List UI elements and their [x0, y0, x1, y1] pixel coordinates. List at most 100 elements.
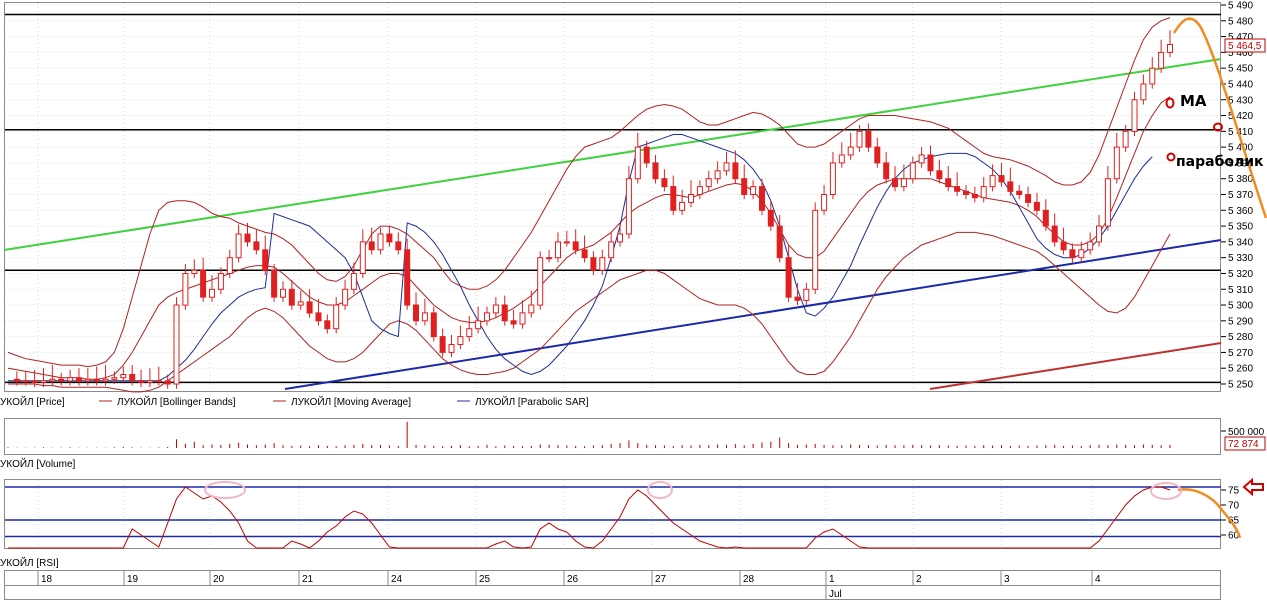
candle-up: [1104, 178, 1111, 227]
candle-down: [865, 130, 872, 148]
candle-down: [501, 304, 508, 322]
candle-down: [58, 378, 65, 382]
candles: [13, 30, 1173, 389]
candle-up: [608, 241, 615, 259]
candle-up: [111, 377, 118, 380]
sar-marker-icon: [1166, 152, 1176, 162]
price-tick-label: 5 430: [1228, 95, 1253, 106]
candle-down: [138, 380, 145, 383]
candle-up: [1113, 146, 1120, 180]
ma-marker-icon: [1165, 97, 1175, 109]
price-tick-label: 5 460: [1228, 48, 1253, 59]
candle-down: [315, 312, 322, 322]
candle-up: [1078, 249, 1085, 259]
candle-down: [288, 288, 295, 306]
candle-down: [954, 186, 961, 192]
candle-up: [829, 162, 836, 195]
candle-up: [856, 130, 863, 148]
candle-up: [40, 380, 47, 383]
annotations: MA параболик: [204, 17, 1267, 539]
candle-down: [306, 301, 313, 314]
candle-up: [217, 273, 224, 290]
bollinger-upper-line: [7, 17, 1171, 368]
candle-down: [883, 162, 890, 180]
candle-down: [76, 377, 82, 382]
candle-up: [1149, 67, 1156, 85]
candle-down: [776, 225, 783, 259]
candle-up: [714, 170, 721, 180]
candle-down: [93, 378, 100, 382]
candle-down: [1051, 225, 1058, 243]
legend-bb-label: ЛУКОЙЛ [Bollinger Bands]: [117, 395, 236, 408]
candle-up: [1167, 44, 1173, 53]
candle-down: [324, 320, 331, 330]
candle-up: [679, 201, 686, 211]
grid: [5, 3, 1220, 548]
candle-down: [741, 178, 748, 195]
candle-up: [120, 374, 127, 379]
price-tick-label: 5 440: [1228, 80, 1253, 91]
price-tick-label: 5 420: [1228, 111, 1253, 122]
candle-up: [448, 344, 455, 353]
candle-down: [661, 178, 668, 188]
date-tick-label: 2: [916, 574, 922, 585]
date-tick-label: 1: [829, 574, 835, 585]
candle-down: [1069, 249, 1076, 259]
candle-up: [155, 380, 162, 383]
date-tick-label: 4: [1095, 574, 1101, 585]
candle-down: [1033, 201, 1040, 211]
price-tick-label: 5 300: [1228, 301, 1253, 312]
candle-down: [732, 162, 739, 180]
candle-up: [333, 304, 340, 330]
resistance-trendline: [3, 58, 1222, 251]
candle-up: [838, 154, 845, 164]
candle-up: [599, 257, 606, 271]
rsi-y-axis: 75 70 65 60: [1221, 486, 1240, 542]
date-tick-label: 28: [743, 574, 755, 585]
candle-up: [421, 312, 428, 322]
candle-up: [989, 175, 996, 188]
candle-up: [519, 312, 526, 325]
legend-ma-label: ЛУКОЙЛ [Moving Average]: [291, 395, 411, 408]
price-tick-label: 5 410: [1228, 127, 1253, 138]
candle-down: [413, 304, 419, 322]
candle-up: [350, 273, 357, 290]
candle-down: [368, 241, 375, 251]
rsi-overbought-circle-3: [1150, 482, 1182, 500]
indicators: [7, 17, 1171, 393]
candle-down: [759, 186, 765, 211]
candle-down: [998, 175, 1005, 183]
candle-down: [1016, 190, 1023, 196]
level-marker-icon: [1213, 122, 1223, 132]
forecast-curve-price: [1172, 17, 1267, 219]
rsi-tick-label: 65: [1228, 516, 1240, 527]
candle-up: [980, 186, 987, 199]
candle-up: [484, 312, 490, 322]
month-label: Jul: [829, 589, 842, 600]
candle-up: [625, 178, 632, 235]
last-price-label: 5 464,5: [1228, 41, 1262, 52]
date-tick-label: 19: [127, 574, 139, 585]
candle-up: [688, 194, 694, 203]
candle-down: [1042, 209, 1049, 227]
candle-down: [253, 241, 260, 251]
volume-y-axis: 500 000: [1221, 427, 1265, 438]
rsi-arrow-icon: [1242, 477, 1264, 497]
price-tick-label: 5 260: [1228, 364, 1253, 375]
candle-down: [785, 257, 792, 298]
candle-down: [386, 233, 393, 243]
price-tick-label: 5 320: [1228, 269, 1253, 280]
candle-up: [475, 320, 482, 330]
candle-up: [342, 288, 349, 306]
candle-up: [803, 288, 810, 301]
date-tick-label: 26: [567, 574, 579, 585]
candle-down: [670, 186, 677, 211]
horizontal-levels: [5, 13, 1221, 384]
candle-up: [359, 241, 366, 274]
last-price-badge: [1224, 38, 1266, 53]
date-tick-label: 21: [302, 574, 314, 585]
candle-up: [705, 178, 712, 188]
price-tick-label: 5 350: [1228, 222, 1253, 233]
price-tick-label: 5 400: [1228, 143, 1253, 154]
candle-down: [652, 162, 659, 180]
